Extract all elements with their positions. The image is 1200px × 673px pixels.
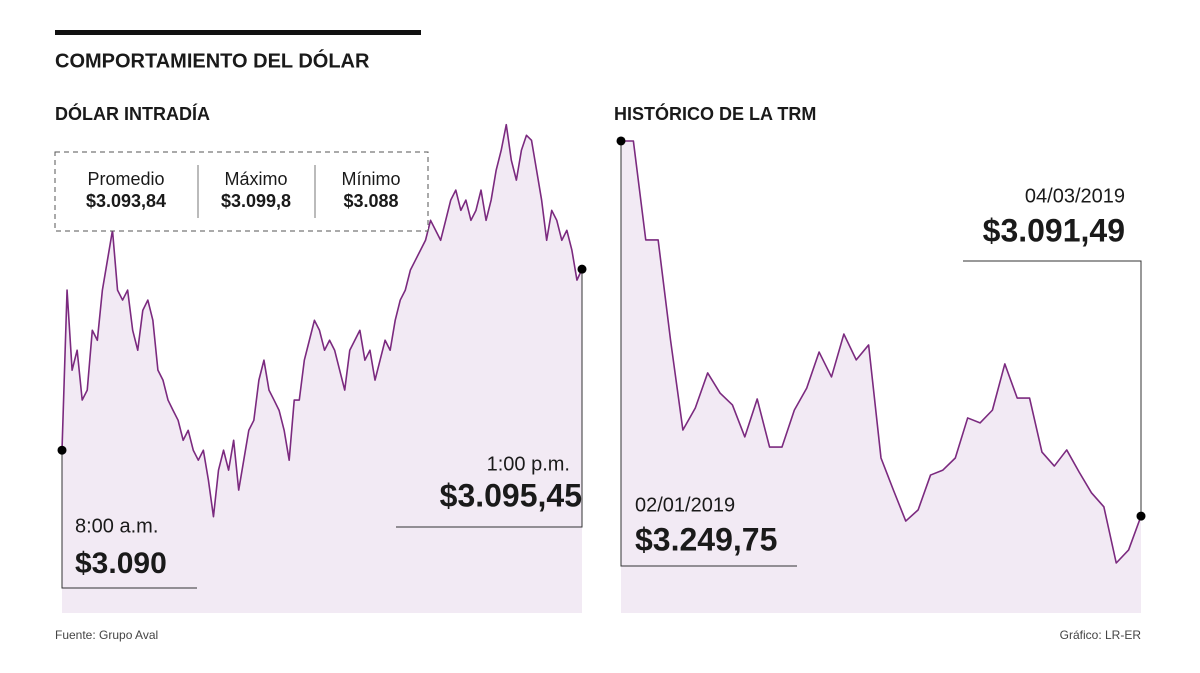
stat-label: Promedio xyxy=(87,169,164,189)
stats-box xyxy=(54,151,429,232)
callout-line xyxy=(61,450,197,589)
stat-value: $3.088 xyxy=(343,191,398,211)
main-title: COMPORTAMIENTO DEL DÓLAR xyxy=(55,48,370,72)
stat-value: $3.093,84 xyxy=(86,191,166,211)
annotation-label: 02/01/2019 xyxy=(635,494,735,516)
top-rule xyxy=(55,30,421,35)
callout-line xyxy=(396,269,583,528)
end-dot xyxy=(577,264,587,274)
annotation-value: $3.091,49 xyxy=(983,212,1125,248)
annotation-label: 1:00 p.m. xyxy=(487,453,570,475)
line xyxy=(621,140,1142,564)
end-dot xyxy=(616,136,626,146)
stat-label: Mínimo xyxy=(341,169,400,189)
chart-title: DÓLAR INTRADÍA xyxy=(55,103,210,124)
annotation-value: $3.249,75 xyxy=(635,521,777,557)
stat-value: $3.099,8 xyxy=(221,191,291,211)
line xyxy=(61,123,583,518)
stat-label: Máximo xyxy=(224,169,287,189)
area xyxy=(62,124,582,613)
callout-line xyxy=(620,140,797,567)
chart-title: HISTÓRICO DE LA TRM xyxy=(614,103,816,124)
annotation-value: $3.090 xyxy=(75,547,167,580)
annotation-label: 8:00 a.m. xyxy=(75,515,158,537)
end-dot xyxy=(57,445,67,455)
annotation-value: $3.095,45 xyxy=(440,477,582,513)
annotation-label: 04/03/2019 xyxy=(1025,185,1125,207)
callout-line xyxy=(963,260,1142,517)
credit: Gráfico: LR-ER xyxy=(1060,628,1142,642)
source: Fuente: Grupo Aval xyxy=(55,628,158,642)
end-dot xyxy=(1136,511,1146,521)
area xyxy=(621,140,1141,614)
